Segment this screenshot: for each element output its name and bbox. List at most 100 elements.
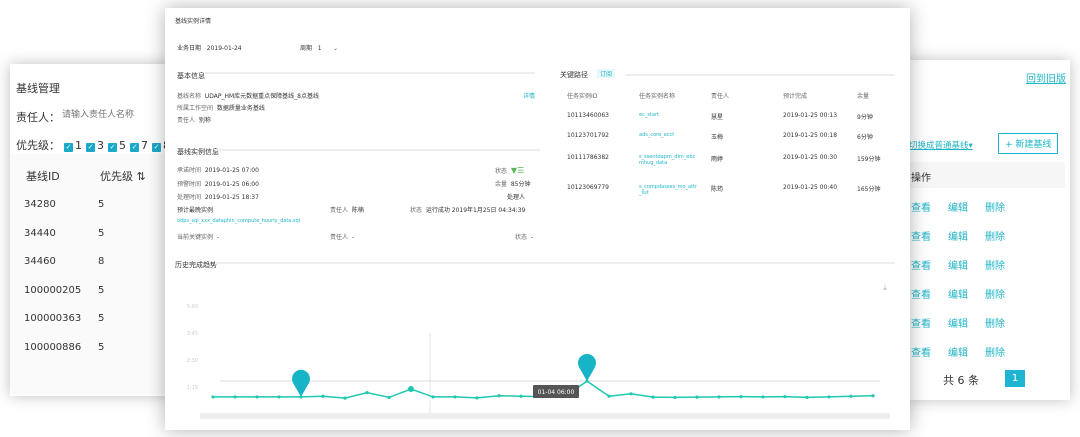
subscribe-button[interactable]: 订阅: [597, 69, 616, 78]
download-icon[interactable]: ⤓: [883, 283, 887, 292]
data-point: [673, 395, 677, 399]
path-cell: 雨婷: [711, 156, 724, 163]
action-edit-link[interactable]: 编辑: [948, 319, 968, 330]
action-view-link[interactable]: 查看: [911, 232, 931, 243]
old-version-link[interactable]: 回到旧版: [1026, 74, 1066, 85]
data-point: [408, 386, 414, 392]
latest-owner-label: 责任人: [330, 207, 349, 214]
priority-checkbox-1[interactable]: ✓: [64, 143, 73, 152]
data-point: [651, 395, 655, 399]
current-owner: -: [351, 234, 355, 241]
action-edit-link[interactable]: 编辑: [948, 290, 968, 301]
page-1-button[interactable]: 1: [1005, 370, 1025, 387]
action-delete-link[interactable]: 删除: [985, 290, 1005, 301]
switch-baseline-dropdown[interactable]: 切换成普通基线▾: [909, 141, 973, 151]
chevron-down-icon[interactable]: ⌄: [323, 45, 339, 52]
latest-instance-link[interactable]: odps_sql_xxx_dataphin_compute_hourly_dat…: [177, 218, 301, 224]
data-point: [321, 394, 325, 398]
action-delete-link[interactable]: 删除: [985, 348, 1005, 359]
task-instance-link[interactable]: ads_core_acct: [639, 132, 675, 138]
handle-time-label: 处理时间: [177, 194, 202, 201]
column-priority-sort[interactable]: 优先级 ⇅: [100, 170, 146, 183]
action-view-link[interactable]: 查看: [911, 203, 931, 214]
action-edit-link[interactable]: 编辑: [948, 348, 968, 359]
action-delete-link[interactable]: 删除: [985, 261, 1005, 272]
path-cell: 165分钟: [857, 186, 881, 193]
data-point: [365, 391, 369, 395]
trend-chart[interactable]: 5:00 3:45 2:30 1:15 01-04 06:00 ⤓: [170, 278, 910, 428]
task-instance-link[interactable]: s_ssentdapm_dim_ebcmhug_data: [639, 154, 696, 166]
path-cell: 10113460063: [567, 112, 609, 119]
biz-date-value[interactable]: 2019-01-24: [206, 45, 242, 52]
baseline-id-cell: 100000205: [24, 284, 82, 296]
action-view-link[interactable]: 查看: [911, 348, 931, 359]
priority-checkbox-5[interactable]: ✓: [108, 143, 117, 152]
margin-label: 余量: [495, 181, 508, 188]
workspace-value: 数据质量业务基线: [216, 105, 265, 112]
action-edit-link[interactable]: 编辑: [948, 203, 968, 214]
data-point: [255, 395, 259, 399]
handle-time: 2019-01-25 18:37: [204, 194, 259, 201]
priority-option-label: 3: [97, 139, 104, 152]
baseline-id-cell: 34440: [24, 227, 56, 239]
path-cell: 慧星: [711, 114, 724, 121]
new-baseline-button[interactable]: + 新建基线: [998, 133, 1059, 154]
data-point: [761, 395, 765, 399]
action-edit-link[interactable]: 编辑: [948, 232, 968, 243]
priority-cell: 5: [98, 341, 105, 353]
action-view-link[interactable]: 查看: [911, 290, 931, 301]
baseline-actions-panel: 回到旧版 切换成普通基线▾ + 新建基线 操作 查看 编辑 删除 查看 编辑 删除 查看 编辑…: [905, 60, 1070, 400]
y-tick-label: 2:30: [187, 358, 198, 364]
baseline-name-label: 基线名称: [177, 93, 202, 100]
action-delete-link[interactable]: 删除: [985, 232, 1005, 243]
current-instance: -: [216, 234, 220, 241]
owner-value: 别称: [198, 117, 211, 124]
tooltip-box: [533, 385, 579, 398]
data-point: [695, 395, 699, 399]
priority-cell: 5: [98, 313, 105, 324]
path-cell: 10111786382: [567, 154, 609, 161]
owner-search-input[interactable]: [62, 106, 162, 122]
data-point: [343, 396, 347, 400]
baseline-id-cell: 34460: [24, 256, 56, 267]
path-column-header: 余量: [857, 93, 870, 100]
instance-info-heading: 基线实例信息: [177, 148, 219, 156]
panel-title: 基线管理: [16, 82, 60, 95]
biz-date-label: 业务日期: [177, 45, 202, 52]
priority-checkbox-8[interactable]: ✓: [152, 143, 161, 152]
current-status-label: 状态: [515, 234, 528, 241]
data-point: [277, 395, 281, 399]
path-cell: 陈筠: [711, 186, 724, 193]
data-point: [475, 396, 479, 400]
latest-status: 运行成功 2019年1月25日 04:34:39: [425, 207, 526, 214]
path-column-header: 任务实例名称: [639, 93, 676, 100]
action-view-link[interactable]: 查看: [911, 261, 931, 272]
action-delete-link[interactable]: 删除: [985, 203, 1005, 214]
action-edit-link[interactable]: 编辑: [948, 261, 968, 272]
baseline-id-cell: 100000886: [24, 341, 82, 353]
action-delete-link[interactable]: 删除: [985, 319, 1005, 330]
data-point: [387, 395, 391, 399]
data-zoom-slider[interactable]: [200, 413, 890, 419]
path-cell: 2019-01-25 00:40: [783, 184, 838, 191]
priority-label: 优先级：: [16, 139, 60, 152]
task-instance-link[interactable]: ec_start: [639, 112, 659, 118]
priority-checkbox-3[interactable]: ✓: [86, 143, 95, 152]
total-count: 共 6 条: [943, 374, 979, 387]
path-column-header: 任务实例ID: [567, 93, 598, 100]
priority-checkbox-7[interactable]: ✓: [130, 143, 139, 152]
critical-path-heading: 关键路径: [560, 71, 588, 79]
data-point: [849, 394, 853, 398]
owner-label: 责任人: [177, 117, 196, 124]
baseline-instance-detail-modal: 基线实例详情 业务日期 2019-01-24 周期 1 ⌄ 基本信息 基线名称 …: [165, 8, 910, 430]
status-label: 状态: [495, 168, 508, 175]
action-view-link[interactable]: 查看: [911, 319, 931, 330]
cycle-select[interactable]: 1: [317, 45, 322, 52]
y-tick-label: 3:45: [187, 331, 198, 337]
task-instance-link[interactable]: s_compdasses_mo_attr_list: [639, 184, 698, 196]
detail-link[interactable]: 详情: [523, 93, 536, 100]
baseline-name: UDAP_HM库元数据重点保障基线_8点基线: [204, 93, 319, 100]
owner-label: 责任人：: [16, 111, 60, 124]
path-column-header: 责任人: [711, 93, 730, 100]
data-point: [805, 395, 809, 399]
